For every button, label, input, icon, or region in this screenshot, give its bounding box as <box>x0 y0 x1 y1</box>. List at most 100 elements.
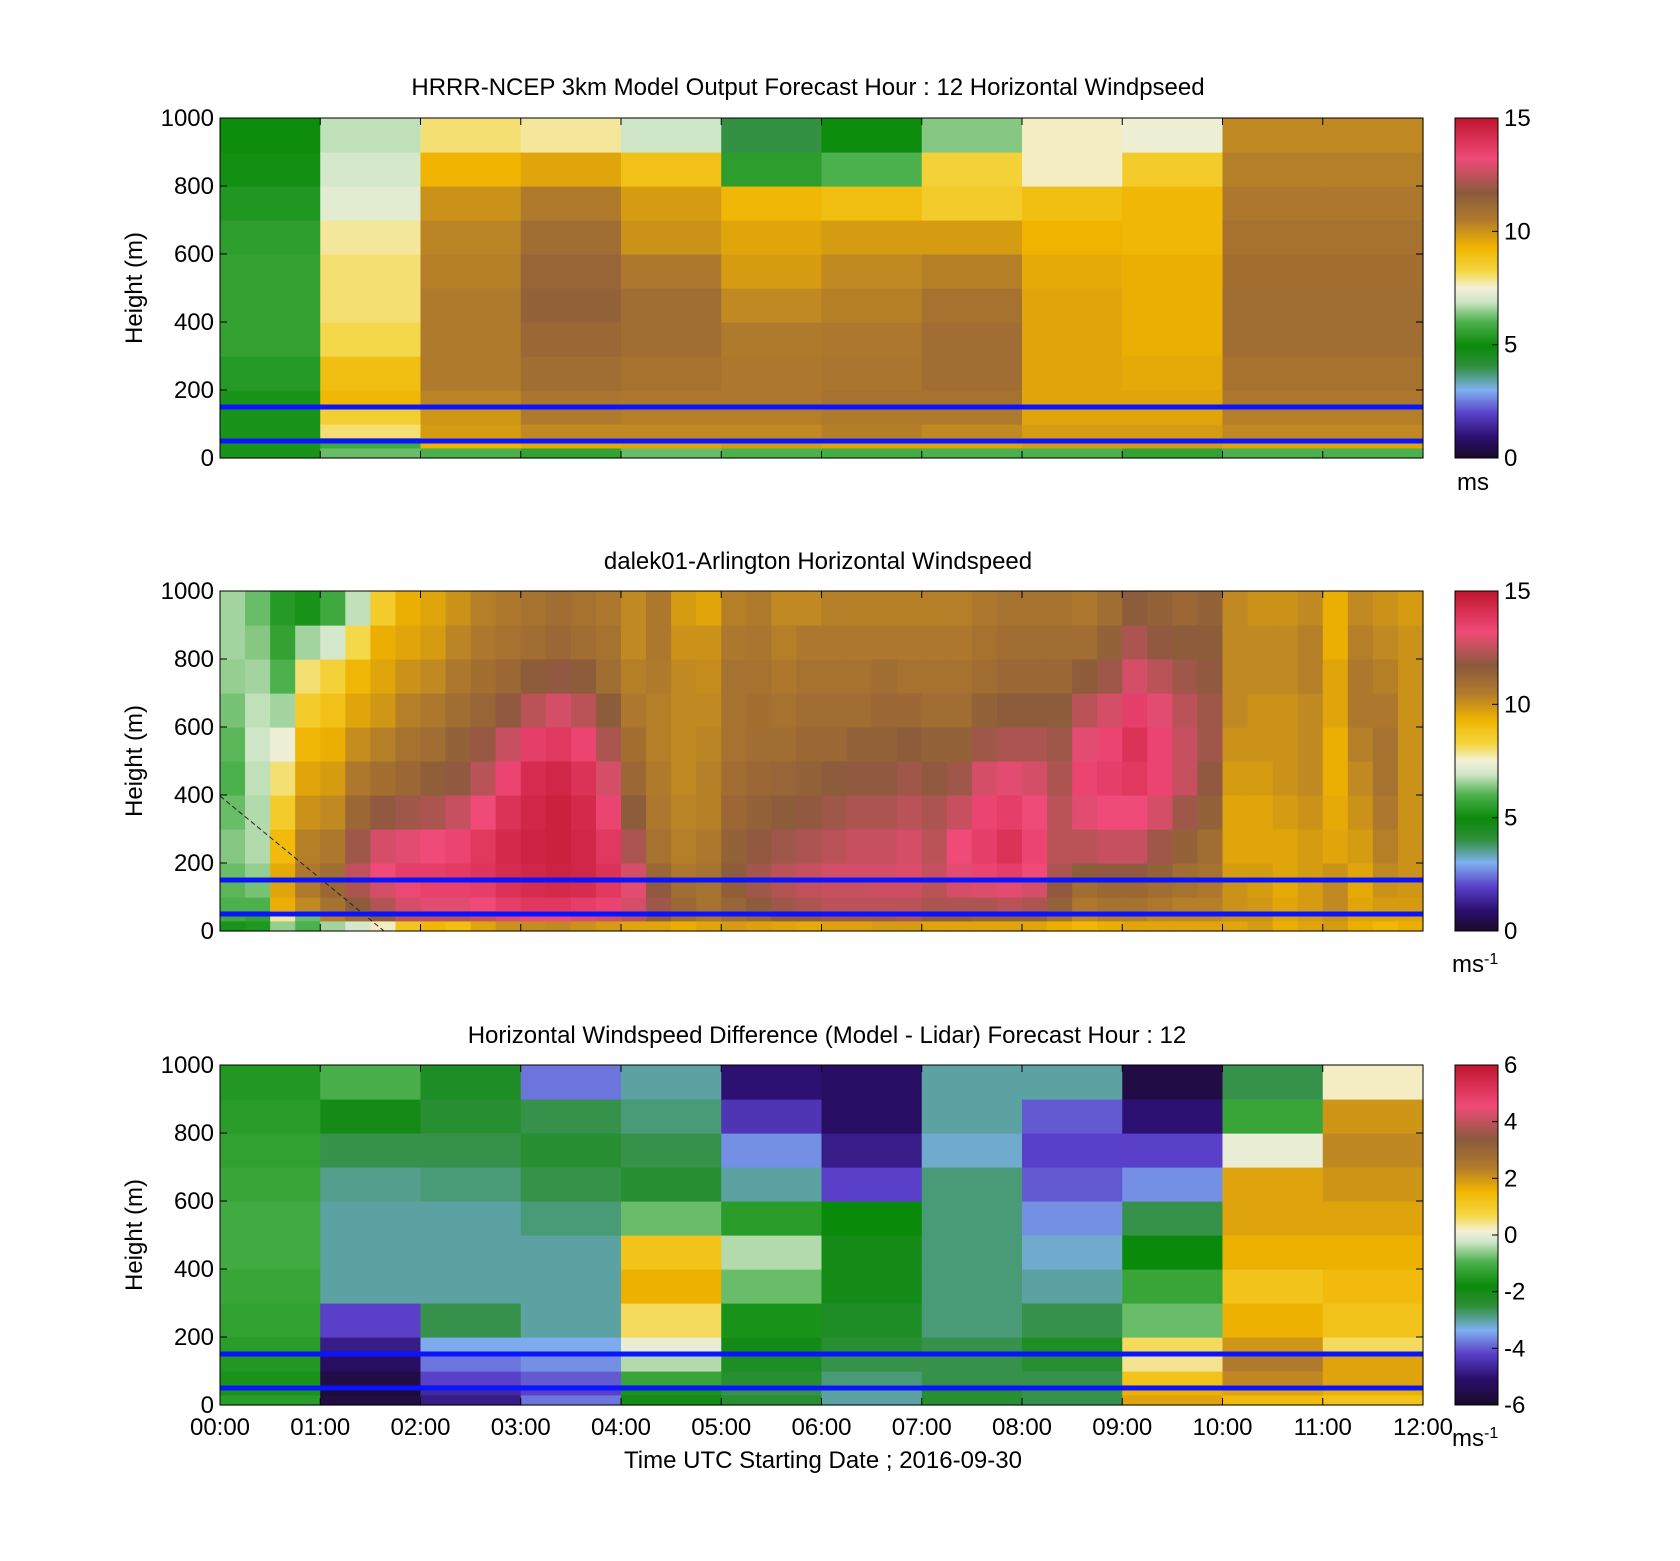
heatmap-cell <box>1047 863 1073 881</box>
heatmap-cell <box>395 727 422 762</box>
heatmap-cell <box>1022 897 1048 912</box>
heatmap-cell <box>1322 693 1349 728</box>
heatmap-cell <box>495 920 522 932</box>
heatmap-cell <box>771 897 798 912</box>
heatmap-cell <box>621 625 647 660</box>
heatmap-cell <box>1197 829 1224 864</box>
heatmap-cell <box>721 407 823 425</box>
heatmap-cell <box>971 761 998 796</box>
heatmap-cell <box>921 1133 1023 1168</box>
heatmap-cell <box>595 659 622 694</box>
heatmap-cell <box>545 659 572 694</box>
heatmap-cell <box>595 880 622 898</box>
heatmap-cell <box>245 880 271 898</box>
heatmap-cell <box>671 795 697 830</box>
heatmap-cell <box>1022 1303 1123 1338</box>
heatmap-cell <box>646 591 672 626</box>
heatmap-cell <box>996 591 1023 626</box>
heatmap-cell <box>545 693 572 728</box>
heatmap-cell <box>646 693 672 728</box>
heatmap-cell <box>921 356 1023 391</box>
heatmap-cell <box>1222 1354 1324 1372</box>
heatmap-cell <box>721 1133 823 1168</box>
heatmap-cell <box>1122 625 1148 660</box>
heatmap-cell <box>570 863 597 881</box>
heatmap-cell <box>1222 880 1249 898</box>
heatmap-cell <box>696 693 722 728</box>
heatmap-cell <box>320 897 346 912</box>
heatmap-cell <box>1172 880 1199 898</box>
heatmap-cell <box>1147 659 1173 694</box>
heatmap-cell <box>420 1235 522 1270</box>
heatmap-cell <box>1297 795 1324 830</box>
heatmap-cell <box>270 761 296 796</box>
heatmap-cell <box>921 761 948 796</box>
heatmap-cell <box>671 693 697 728</box>
heatmap-cell <box>921 407 1023 425</box>
heatmap-cell <box>621 447 722 459</box>
heatmap-cell <box>420 1133 522 1168</box>
heatmap-cell <box>420 625 447 660</box>
heatmap-cell <box>420 693 447 728</box>
heatmap-cell <box>1122 920 1148 932</box>
heatmap-cell <box>1372 727 1399 762</box>
heatmap-cell <box>420 897 447 912</box>
heatmap-cell <box>320 186 422 221</box>
heatmap-cell <box>1397 659 1424 694</box>
heatmap-cell <box>921 152 1023 187</box>
heatmap-cell <box>1222 322 1324 357</box>
heatmap-cell <box>1222 1201 1324 1236</box>
heatmap-cell <box>946 897 973 912</box>
heatmap-cell <box>420 424 522 439</box>
heatmap-cell <box>320 1394 422 1406</box>
heatmap-cell <box>270 693 296 728</box>
heatmap-cell <box>420 186 522 221</box>
heatmap-cell <box>420 1354 522 1372</box>
heatmap-cell <box>1247 761 1274 796</box>
heatmap-cell <box>621 1354 722 1372</box>
heatmap-cell <box>1172 795 1199 830</box>
heatmap-cell <box>721 863 747 881</box>
heatmap-cell <box>270 880 296 898</box>
heatmap-cell <box>595 693 622 728</box>
y-tick-label: 200 <box>174 1324 214 1351</box>
panel-model-colorbar <box>1454 117 1499 459</box>
heatmap-cell <box>1022 693 1048 728</box>
heatmap-cell <box>1122 356 1224 391</box>
heatmap-cell <box>1397 795 1424 830</box>
heatmap-cell <box>595 591 622 626</box>
heatmap-cell <box>946 795 973 830</box>
heatmap-cell <box>420 407 522 425</box>
heatmap-cell <box>921 118 1023 153</box>
heatmap-cell <box>1022 1167 1123 1202</box>
heatmap-cell <box>746 693 772 728</box>
heatmap-cell <box>520 356 622 391</box>
heatmap-cell <box>495 591 522 626</box>
heatmap-cell <box>570 591 597 626</box>
heatmap-cell <box>871 863 898 881</box>
heatmap-cell <box>646 659 672 694</box>
heatmap-cell <box>821 254 923 289</box>
heatmap-cell <box>846 897 873 912</box>
heatmap-cell <box>721 1201 823 1236</box>
heatmap-cell <box>1222 220 1324 255</box>
heatmap-cell <box>1072 659 1098 694</box>
heatmap-cell <box>1222 659 1249 694</box>
heatmap-cell <box>1322 186 1424 221</box>
heatmap-cell <box>345 761 371 796</box>
heatmap-cell <box>1347 863 1374 881</box>
y-tick-label: 600 <box>174 714 214 741</box>
heatmap-cell <box>1272 880 1299 898</box>
heatmap-cell <box>1322 220 1424 255</box>
x-tick-label: 01:00 <box>290 1414 350 1441</box>
heatmap-cell <box>295 625 321 660</box>
heatmap-cell <box>821 1303 923 1338</box>
heatmap-cell <box>1097 693 1123 728</box>
heatmap-cell <box>1397 880 1424 898</box>
heatmap-cell <box>495 625 522 660</box>
heatmap-cell <box>370 795 397 830</box>
heatmap-cell <box>1322 447 1424 459</box>
heatmap-cell <box>1272 625 1299 660</box>
heatmap-cell <box>846 591 873 626</box>
heatmap-cell <box>1022 1337 1123 1355</box>
